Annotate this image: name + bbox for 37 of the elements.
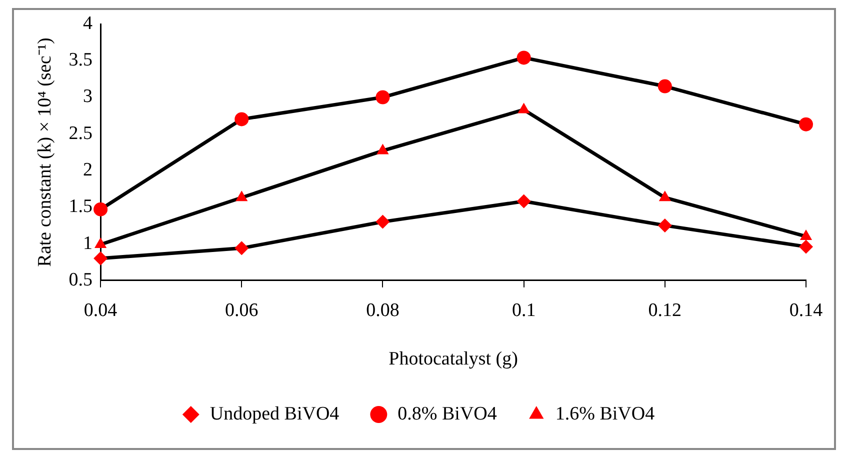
- point: [658, 79, 672, 94]
- x-tick-label: 0.1: [512, 300, 536, 321]
- x-tick-label: 0.04: [84, 300, 118, 321]
- y-tick-label: 0.5: [68, 269, 93, 290]
- x-tick-label: 0.12: [648, 300, 682, 321]
- point: [376, 214, 390, 229]
- y-tick-label: 1: [83, 232, 93, 254]
- point: [94, 251, 108, 266]
- point: [516, 194, 531, 208]
- legend-label: 1.6% BiVO4: [555, 403, 656, 424]
- y-tick-label: 2.5: [68, 122, 93, 144]
- point: [516, 50, 531, 65]
- y-tick-label: 4: [83, 12, 94, 34]
- point: [94, 202, 108, 216]
- y-axis-title: Rate constant (k) × 10⁴ (sec⁻¹): [34, 38, 56, 267]
- x-axis-title: Photocatalyst (g): [388, 348, 518, 370]
- point: [234, 241, 249, 256]
- x-tick-label: 0.06: [225, 300, 258, 321]
- point: [234, 112, 249, 126]
- point: [658, 218, 672, 232]
- point: [799, 240, 813, 254]
- point: [376, 90, 390, 104]
- point: [658, 190, 671, 202]
- point: [376, 144, 389, 154]
- point: [94, 238, 107, 248]
- x-tick-label: 0.14: [789, 300, 824, 321]
- y-tick-label: 3.5: [68, 50, 93, 71]
- y-tick-label: 1.5: [68, 196, 93, 218]
- x-tick-label: 0.08: [366, 300, 400, 321]
- y-tick-label: 3: [83, 86, 93, 108]
- legend-label: 0.8% BiVO4: [398, 403, 498, 424]
- point: [236, 190, 248, 202]
- point: [799, 117, 813, 132]
- point: [800, 229, 812, 240]
- point: [518, 102, 530, 114]
- y-tick-label: 2: [83, 160, 93, 180]
- legend-label: Undoped BiVO4: [210, 403, 340, 424]
